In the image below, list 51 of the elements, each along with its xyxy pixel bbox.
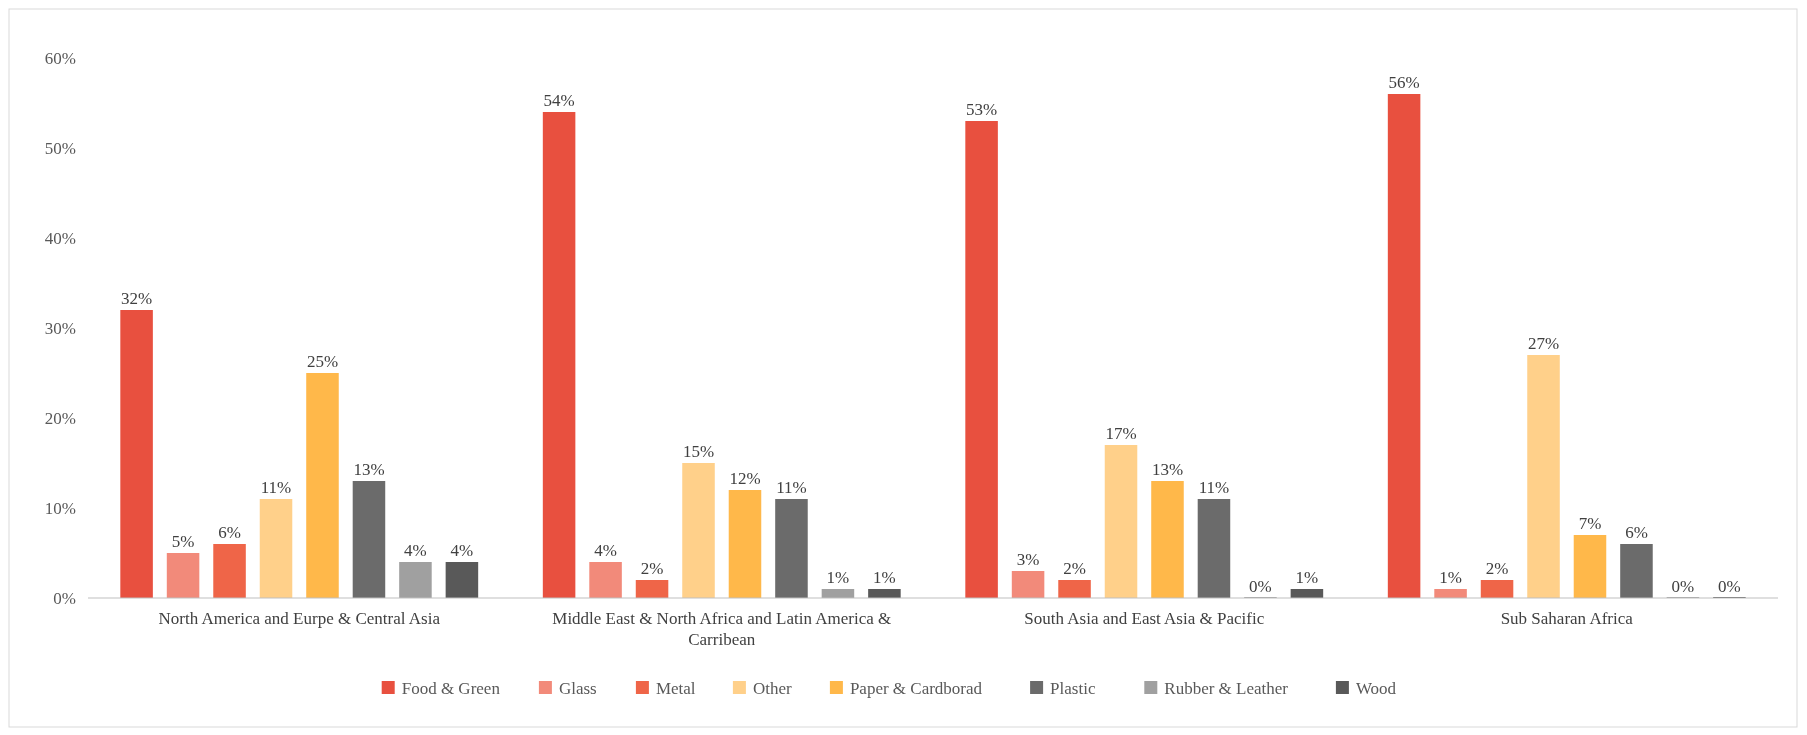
legend-label: Rubber & Leather <box>1164 678 1289 698</box>
data-label: 32% <box>121 289 153 308</box>
data-label: 0% <box>1671 577 1695 596</box>
data-label: 6% <box>218 523 241 542</box>
data-label: 53% <box>966 100 998 119</box>
data-label: 17% <box>1105 424 1137 443</box>
data-label: 1% <box>1439 568 1462 587</box>
data-label: 3% <box>1016 550 1040 569</box>
x-tick-label: South Asia and East Asia & Pacific <box>1024 609 1265 628</box>
data-label: 56% <box>1388 73 1420 92</box>
data-label: 15% <box>682 442 715 461</box>
x-tick-label: Middle East & North Africa and Latin America & Carribean <box>552 609 892 649</box>
y-tick-label: 30% <box>44 318 76 338</box>
y-tick-label: 50% <box>44 138 76 158</box>
data-label: 6% <box>1625 523 1648 542</box>
data-label: 12% <box>729 469 761 488</box>
legend-label: Glass <box>558 678 597 698</box>
y-tick-label: 20% <box>44 408 76 428</box>
data-label: 1% <box>1295 568 1319 587</box>
data-label: 2% <box>1063 559 1086 578</box>
data-label: 2% <box>640 559 664 578</box>
legend-label: Food & Green <box>401 678 501 698</box>
legend-label: Plastic <box>1050 678 1096 698</box>
data-label: 1% <box>873 568 896 587</box>
data-label: 7% <box>1578 514 1602 533</box>
legend-label: Wood <box>1355 678 1397 698</box>
data-label: 13% <box>1151 460 1184 479</box>
x-tick-label: North America and Eurpe & Central Asia <box>158 609 441 628</box>
data-label: 4% <box>450 541 474 560</box>
x-tick-label: Sub Saharan Africa <box>1500 609 1634 628</box>
data-label: 2% <box>1485 559 1509 578</box>
y-tick-label: 40% <box>44 228 76 248</box>
legend-label: Metal <box>655 678 696 698</box>
data-label: 1% <box>826 568 850 587</box>
data-label: 11% <box>260 478 292 497</box>
data-label: 27% <box>1527 334 1560 353</box>
data-label: 13% <box>353 460 385 479</box>
data-label: 0% <box>1718 577 1741 596</box>
data-label: 25% <box>306 352 339 371</box>
y-tick-label: 10% <box>44 498 76 518</box>
data-label: 54% <box>543 91 575 110</box>
data-label: 5% <box>171 532 195 551</box>
y-tick-label: 0% <box>53 588 76 608</box>
data-label: 0% <box>1249 577 1272 596</box>
y-tick-label: 60% <box>44 48 76 68</box>
data-label: 11% <box>776 478 807 497</box>
data-label: 4% <box>404 541 427 560</box>
legend-label: Paper & Cardborad <box>849 678 983 698</box>
data-label: 4% <box>594 541 617 560</box>
data-label: 11% <box>1198 478 1230 497</box>
legend-label: Other <box>752 678 792 698</box>
